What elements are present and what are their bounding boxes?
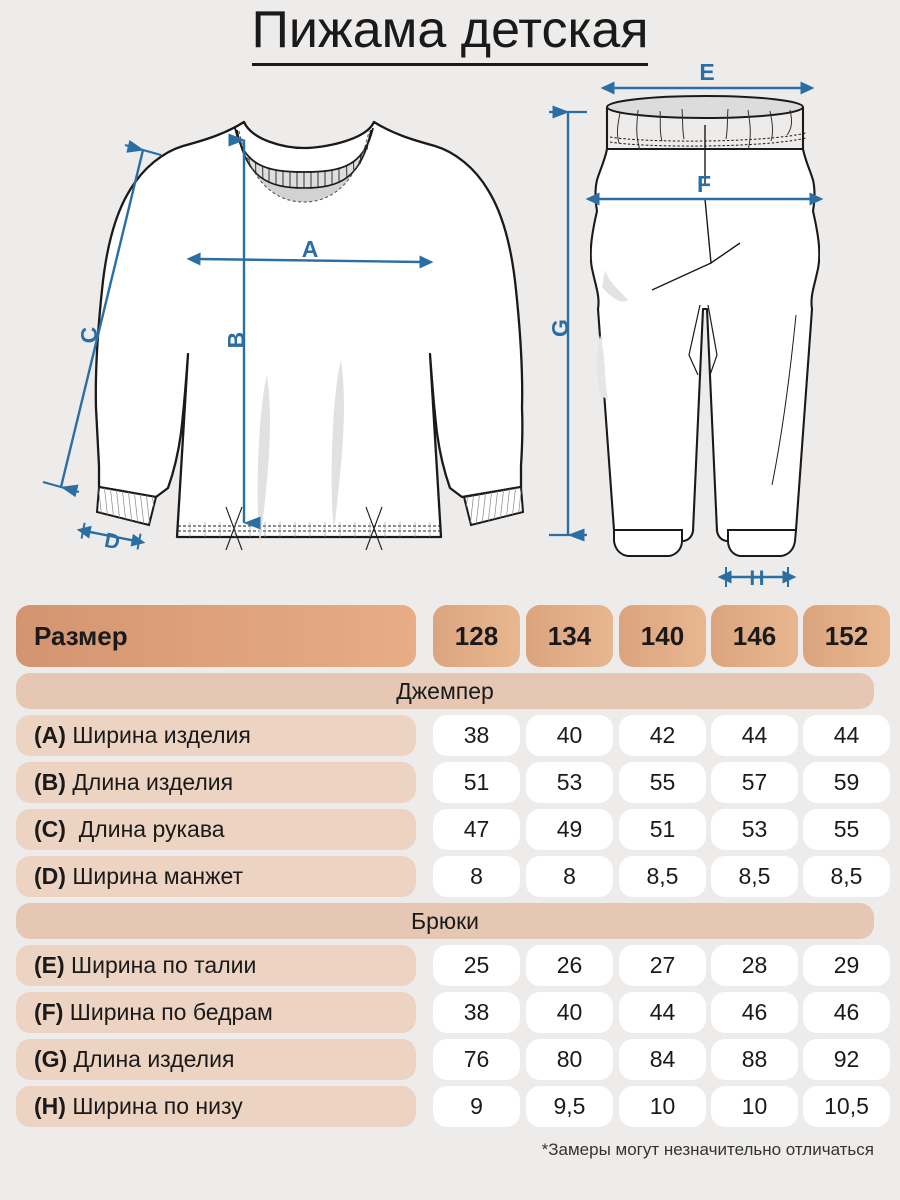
svg-text:G: G xyxy=(547,319,573,337)
svg-text:B: B xyxy=(223,332,249,349)
svg-text:A: A xyxy=(302,236,319,262)
svg-text:D: D xyxy=(103,529,122,554)
svg-text:E: E xyxy=(699,59,714,85)
svg-text:C: C xyxy=(76,327,102,344)
svg-text:F: F xyxy=(697,171,711,197)
svg-text:H: H xyxy=(749,567,764,590)
